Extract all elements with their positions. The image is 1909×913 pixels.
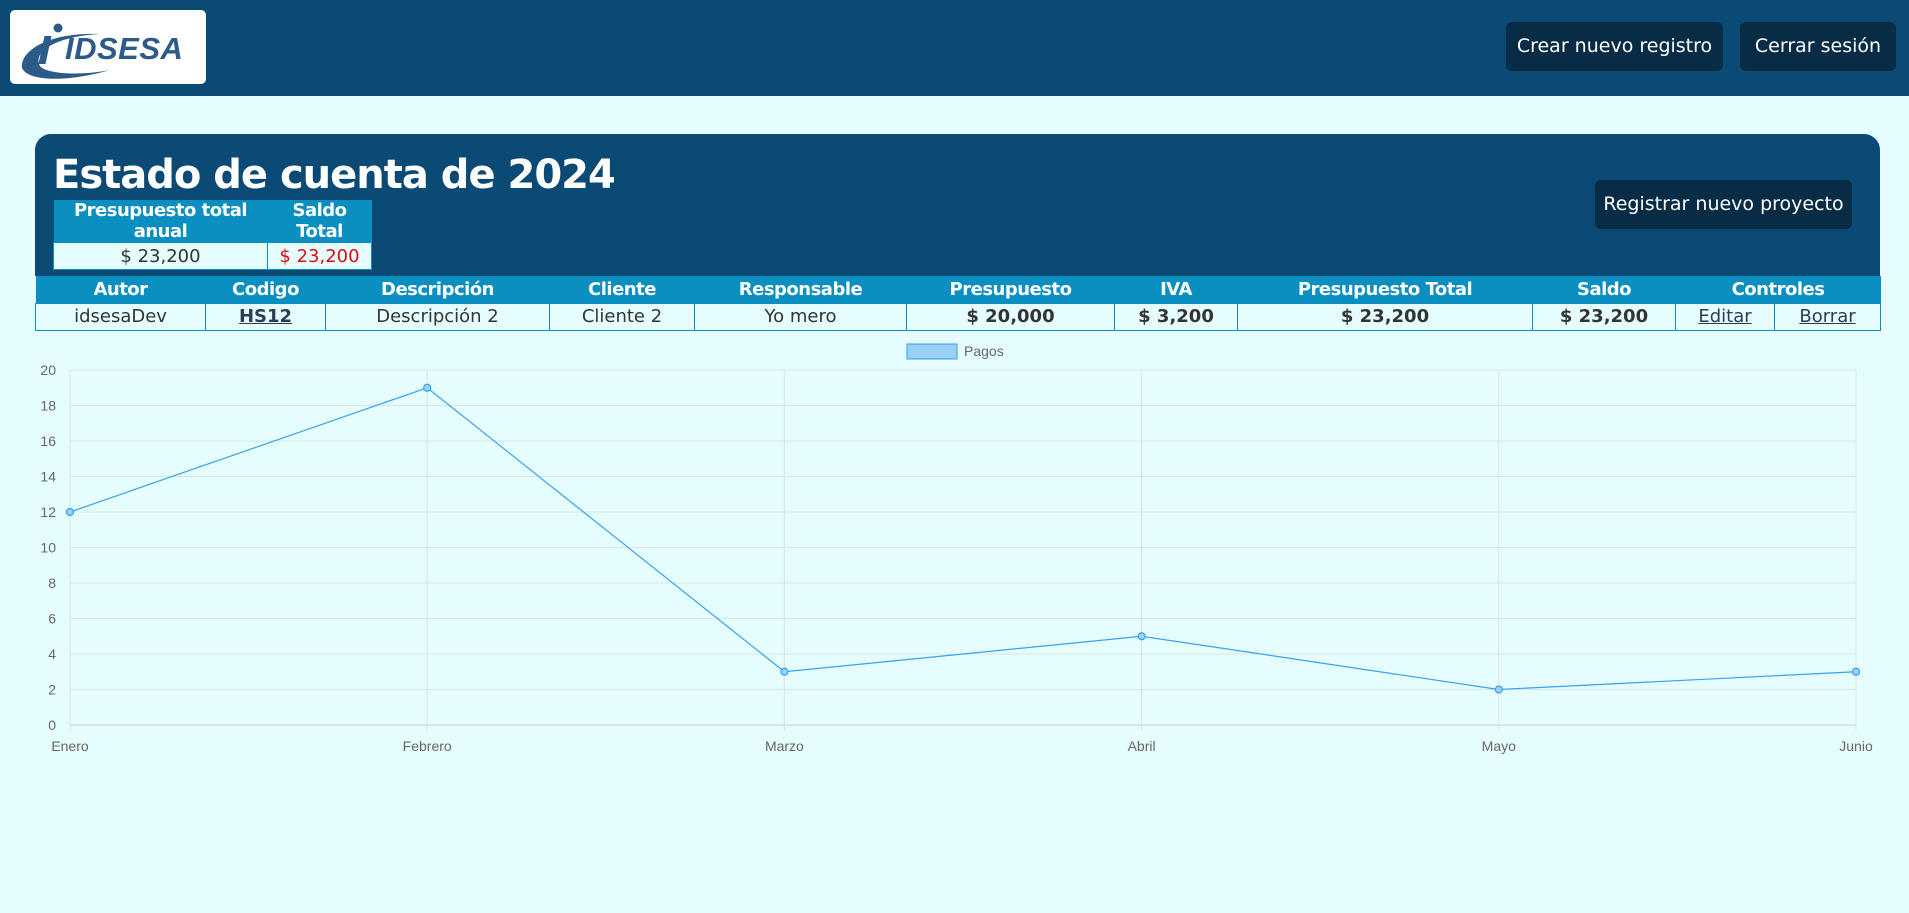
cell-autor: idsesaDev [35, 302, 206, 331]
table-header-row: Autor Codigo Descripción Cliente Respons… [35, 276, 1881, 303]
col-header-presupuesto: Presupuesto [906, 276, 1115, 303]
y-tick-label: 10 [40, 540, 56, 556]
x-tick-label: Marzo [765, 738, 804, 754]
cell-saldo: $ 23,200 [1532, 302, 1676, 331]
edit-link[interactable]: Editar [1698, 306, 1752, 327]
col-header-responsable: Responsable [694, 276, 907, 303]
y-tick-label: 14 [40, 469, 56, 485]
col-header-presupuesto-total: Presupuesto Total [1237, 276, 1533, 303]
legend-label: Pagos [964, 343, 1004, 359]
logo-text: IDSESA [65, 31, 184, 66]
y-tick-label: 0 [48, 717, 56, 733]
projects-table: Autor Codigo Descripción Cliente Respons… [35, 276, 1881, 331]
table-row: idsesaDev HS12 Descripción 2 Cliente 2 Y… [35, 302, 1881, 331]
x-tick-label: Febrero [403, 738, 452, 754]
x-tick-label: Mayo [1482, 738, 1516, 754]
series-line [69, 387, 1857, 691]
x-tick-label: Junio [1839, 738, 1873, 754]
col-header-codigo: Codigo [205, 276, 326, 303]
cell-responsable: Yo mero [694, 302, 907, 331]
summary-budget-value: $ 23,200 [53, 242, 268, 270]
data-point [65, 507, 75, 517]
col-header-descripcion: Descripción [325, 276, 550, 303]
col-header-cliente: Cliente [549, 276, 695, 303]
payments-line-chart: 0 2 4 6 8 10 12 14 16 18 20 Enero Febrero Marzo Abril M… [40, 343, 1873, 754]
y-tick-label: 16 [40, 433, 56, 449]
y-tick-label: 2 [48, 682, 56, 698]
register-project-button[interactable]: Registrar nuevo proyecto [1595, 180, 1852, 229]
legend-swatch [906, 343, 958, 360]
data-point [1137, 632, 1146, 641]
logo-swoosh-icon [21, 23, 110, 79]
x-tick-label: Abril [1128, 738, 1156, 754]
cell-presupuesto: $ 20,000 [906, 302, 1115, 331]
y-tick-label: 4 [48, 646, 56, 662]
logout-button[interactable]: Cerrar sesión [1740, 22, 1896, 71]
company-logo[interactable]: IDSESA [10, 10, 206, 84]
account-statement-panel: Estado de cuenta de 2024 Presupuesto tot… [35, 134, 1880, 276]
col-header-iva: IVA [1114, 276, 1238, 303]
col-header-autor: Autor [35, 276, 206, 303]
data-point [423, 383, 432, 392]
x-tick-label: Enero [51, 738, 89, 754]
data-point [780, 667, 789, 676]
y-tick-label: 18 [40, 398, 56, 414]
data-point [1494, 685, 1503, 694]
cell-iva: $ 3,200 [1114, 302, 1238, 331]
page-title: Estado de cuenta de 2024 [53, 152, 616, 198]
project-code-link[interactable]: HS12 [238, 306, 293, 327]
summary-balance-value: $ 23,200 [267, 242, 372, 270]
col-header-saldo: Saldo [1532, 276, 1676, 303]
col-header-controles: Controles [1675, 276, 1881, 303]
top-navbar: IDSESA Crear nuevo registro Cerrar sesió… [0, 0, 1909, 96]
cell-edit: Editar [1675, 302, 1775, 331]
create-record-button[interactable]: Crear nuevo registro [1506, 22, 1723, 71]
cell-presupuesto-total: $ 23,200 [1237, 302, 1533, 331]
y-tick-label: 12 [40, 504, 56, 520]
cell-cliente: Cliente 2 [549, 302, 695, 331]
summary-header-balance: Saldo Total [267, 200, 372, 243]
summary-header-budget: Presupuesto total anual [53, 200, 268, 243]
cell-codigo: HS12 [205, 302, 326, 331]
y-tick-label: 6 [48, 611, 56, 627]
cell-descripcion: Descripción 2 [325, 302, 550, 331]
y-tick-label: 20 [40, 362, 56, 378]
y-tick-label: 8 [48, 575, 56, 591]
cell-delete: Borrar [1774, 302, 1881, 331]
data-point [1851, 667, 1861, 676]
delete-link[interactable]: Borrar [1799, 306, 1856, 327]
annual-summary-table: Presupuesto total anual Saldo Total $ 23… [53, 200, 372, 270]
